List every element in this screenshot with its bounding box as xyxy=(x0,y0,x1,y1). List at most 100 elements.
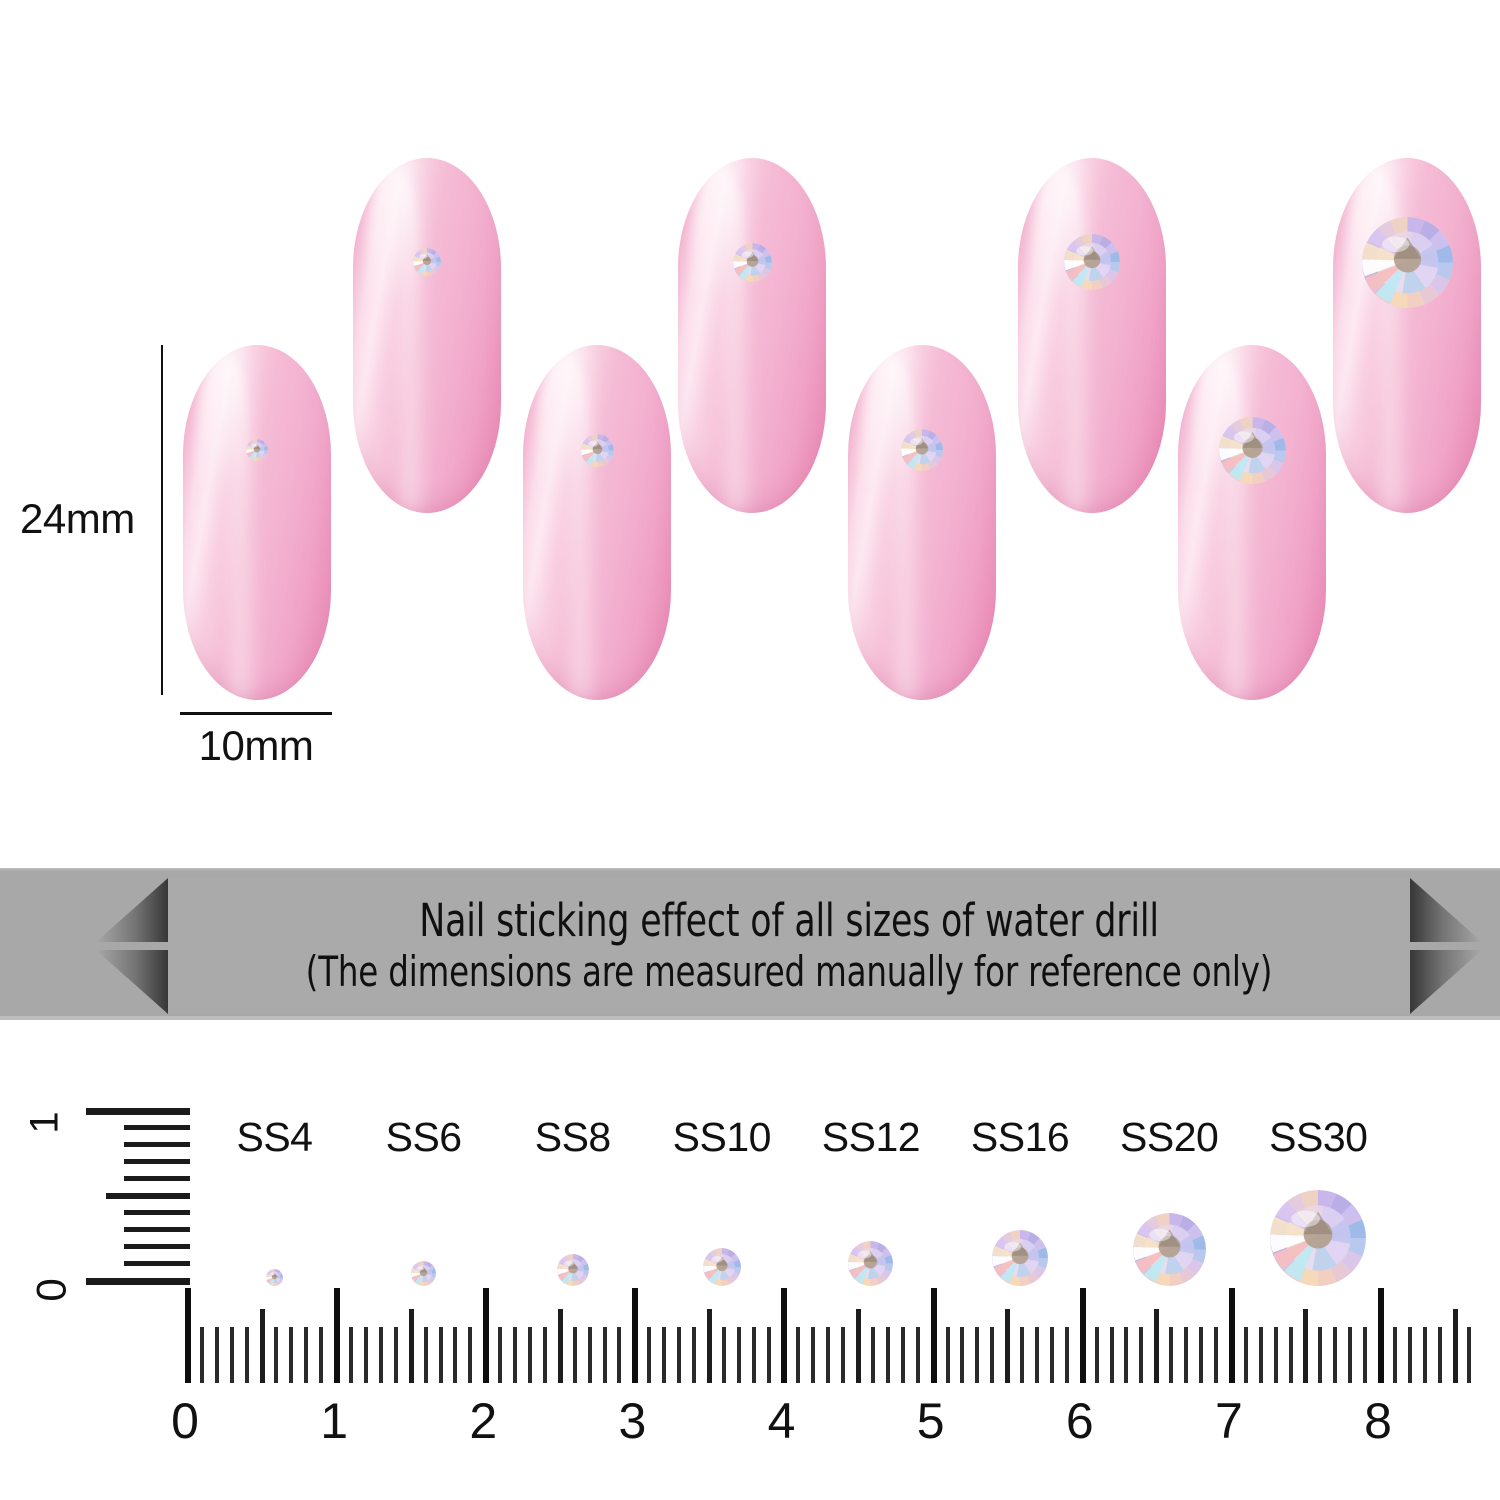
nail-shape xyxy=(1333,158,1481,513)
ruler-mm-tick xyxy=(751,1327,756,1383)
banner-text-plate: Nail sticking effect of all sizes of wat… xyxy=(168,878,1410,1014)
ruler-rhinestone-ss20-icon xyxy=(1132,1213,1206,1286)
ruler-mm-tick xyxy=(721,1327,726,1383)
nail-height-label: 24mm xyxy=(20,495,135,542)
ruler-mm-tick xyxy=(557,1309,563,1383)
ruler-mm-tick xyxy=(304,1327,309,1383)
ruler-mm-tick xyxy=(319,1327,324,1383)
ruler-mm-tick xyxy=(1348,1327,1353,1383)
ruler-mm-tick xyxy=(453,1327,458,1383)
nail-size-label-ss6 xyxy=(297,66,557,68)
nail-sample-ss20 xyxy=(1178,0,1326,868)
ruler-size-label-ss12: SS12 xyxy=(821,1114,921,1160)
ruler-cm-tick xyxy=(483,1288,490,1383)
ruler-mm-tick xyxy=(1392,1327,1397,1383)
rhinestone-icon xyxy=(732,242,772,282)
vertical-ruler-tick xyxy=(124,1261,190,1266)
ruler-mm-tick xyxy=(1273,1327,1278,1383)
ruler-rhinestone-ss4-icon xyxy=(265,1269,283,1286)
nail-shape xyxy=(183,345,331,700)
ruler-size-label-ss10: SS10 xyxy=(672,1114,772,1160)
nail-sample-ss30 xyxy=(1333,0,1481,868)
ruler-mm-tick xyxy=(706,1309,712,1383)
nail-shape xyxy=(1178,345,1326,700)
ruler-cm-tick xyxy=(930,1288,937,1383)
nail-width-guide-line xyxy=(180,712,332,715)
ruler-size-label-ss20: SS20 xyxy=(1120,1114,1219,1160)
ruler-mm-tick xyxy=(826,1327,831,1383)
vertical-ruler-tick xyxy=(86,1278,190,1285)
vertical-ruler-zero-number: 0 xyxy=(27,1278,75,1302)
ruler-mm-tick xyxy=(1452,1309,1458,1383)
nail-size-label-ss30 xyxy=(1277,66,1500,68)
nail-sample-ss12 xyxy=(848,0,996,868)
nail-shape xyxy=(353,158,501,513)
ruler-mm-tick xyxy=(1318,1327,1323,1383)
ruler-rhinestone-ss10-icon xyxy=(702,1248,741,1286)
ruler-mm-tick xyxy=(378,1327,383,1383)
ruler-mm-tick xyxy=(945,1327,950,1383)
rhinestone-icon xyxy=(580,433,614,467)
ruler-mm-tick xyxy=(602,1327,607,1383)
ruler-cm-tick xyxy=(1079,1288,1086,1383)
vertical-ruler-tick xyxy=(106,1193,190,1199)
ruler-mm-tick xyxy=(349,1327,354,1383)
ruler-size-label-ss6: SS6 xyxy=(385,1114,463,1160)
ruler-mm-tick xyxy=(229,1327,234,1383)
rhinestone-icon xyxy=(246,439,268,461)
ruler-mm-tick xyxy=(513,1327,518,1383)
ruler-mm-tick xyxy=(1094,1327,1099,1383)
ruler-cm-tick xyxy=(334,1288,341,1383)
ruler-mm-tick xyxy=(1049,1327,1054,1383)
ruler-cm-tick xyxy=(781,1288,788,1383)
vertical-ruler-tick xyxy=(124,1210,190,1215)
ruler-mm-tick xyxy=(856,1309,862,1383)
ruler-mm-tick xyxy=(677,1327,682,1383)
ruler-mm-tick xyxy=(1169,1327,1174,1383)
ruler-mm-tick xyxy=(1199,1327,1204,1383)
ruler-mm-tick xyxy=(990,1327,995,1383)
ruler-mm-tick xyxy=(572,1327,577,1383)
nail-width-label: 10mm xyxy=(198,722,314,769)
rhinestone-icon xyxy=(901,429,943,471)
ruler-mm-tick xyxy=(587,1327,592,1383)
ruler-cm-number-5: 5 xyxy=(916,1393,945,1449)
ruler-rhinestone-ss8-icon xyxy=(556,1254,589,1286)
nail-sample-ss16 xyxy=(1018,0,1166,868)
ruler-mm-tick xyxy=(214,1327,219,1383)
ruler-mm-tick xyxy=(438,1327,443,1383)
ruler-size-label-ss16: SS16 xyxy=(970,1114,1070,1160)
ruler-mm-tick xyxy=(662,1327,667,1383)
ruler-mm-tick xyxy=(363,1327,368,1383)
vertical-ruler-tick xyxy=(124,1159,190,1164)
ruler-mm-tick xyxy=(1303,1309,1309,1383)
ruler-mm-tick xyxy=(1124,1327,1129,1383)
ruler-mm-tick xyxy=(542,1327,547,1383)
ruler-mm-tick xyxy=(870,1327,875,1383)
ruler-cm-number-1: 1 xyxy=(320,1393,349,1449)
nail-shape xyxy=(1018,158,1166,513)
vertical-ruler-tick xyxy=(124,1142,190,1147)
ruler-mm-tick xyxy=(811,1327,816,1383)
ruler-mm-tick xyxy=(1407,1327,1412,1383)
ruler-mm-tick xyxy=(1258,1327,1263,1383)
ruler-mm-tick xyxy=(1064,1327,1069,1383)
ruler-mm-tick xyxy=(274,1327,279,1383)
ruler-mm-tick xyxy=(960,1327,965,1383)
ruler-mm-tick xyxy=(975,1327,980,1383)
vertical-ruler-tick xyxy=(124,1244,190,1249)
nail-size-label-ss4 xyxy=(127,255,387,257)
nail-height-guide-line xyxy=(161,345,163,695)
ruler-mm-tick xyxy=(1184,1327,1189,1383)
ruler-mm-tick xyxy=(1154,1309,1160,1383)
ruler-mm-tick xyxy=(1437,1327,1442,1383)
ruler-mm-tick xyxy=(1139,1327,1144,1383)
ruler-cm-tick xyxy=(632,1288,639,1383)
banner-subtitle: (The dimensions are measured manually fo… xyxy=(305,946,1273,996)
ruler-rhinestone-ss12-icon xyxy=(848,1241,894,1286)
ruler-cm-number-3: 3 xyxy=(618,1393,647,1449)
ruler-mm-tick xyxy=(736,1327,741,1383)
ruler-section: 1 0 0 1 2 3 4 5 6 7 8 xyxy=(0,1020,1500,1500)
ruler-mm-tick xyxy=(1363,1327,1368,1383)
ruler-mm-tick xyxy=(617,1327,622,1383)
